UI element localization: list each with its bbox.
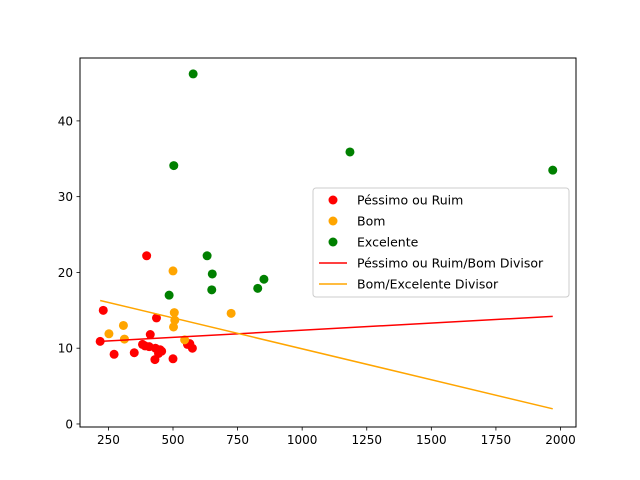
data-point (104, 329, 114, 339)
y-tick-label: 40 (58, 114, 73, 128)
x-tick-label: 2000 (545, 433, 576, 447)
data-point (169, 308, 179, 318)
x-tick-label: 1000 (287, 433, 318, 447)
data-point (168, 354, 178, 364)
x-tick-label: 1250 (351, 433, 382, 447)
legend-marker (328, 195, 338, 205)
divisor-line (100, 315, 553, 343)
legend-box (312, 187, 570, 298)
legend-label: Péssimo ou Ruim (357, 193, 463, 208)
data-point (168, 266, 178, 276)
data-point (157, 346, 167, 356)
y-tick-label: 10 (58, 342, 73, 356)
data-point (345, 147, 355, 157)
data-point (119, 334, 129, 344)
data-point (548, 165, 558, 175)
y-tick-label: 20 (58, 266, 73, 280)
legend-label: Péssimo ou Ruim/Bom Divisor (357, 256, 544, 271)
legend-label: Bom (357, 214, 385, 229)
y-tick-label: 30 (58, 190, 73, 204)
y-axis: 0 10 20 30 40 (58, 114, 80, 431)
data-point (226, 308, 236, 318)
x-tick-label: 500 (162, 433, 185, 447)
data-point (145, 330, 155, 340)
divisor-line (99, 299, 553, 410)
data-point (207, 285, 217, 295)
plot-area (79, 57, 577, 428)
x-tick-label: 1750 (481, 433, 512, 447)
y-tick-label: 0 (65, 417, 73, 431)
legend-label: Excelente (357, 235, 419, 250)
data-point (98, 305, 108, 315)
data-point (187, 343, 197, 353)
data-point (151, 313, 161, 323)
x-tick-label: 250 (97, 433, 120, 447)
data-point (259, 274, 269, 284)
data-point (129, 348, 139, 358)
legend-marker (328, 216, 338, 226)
data-point (169, 322, 179, 332)
legend-label: Bom/Excelente Divisor (357, 277, 499, 292)
data-point (180, 335, 190, 345)
x-tick-label: 750 (226, 433, 249, 447)
legend: Péssimo ou Ruim Bom Excelente Péssimo ou Ru… (312, 187, 570, 298)
plot-frame (79, 57, 577, 428)
data-point (253, 283, 263, 293)
data-point (169, 161, 179, 171)
data-point (142, 251, 152, 261)
data-point (118, 320, 128, 330)
data-point (164, 290, 174, 300)
x-axis: 250 500 750 1000 1250 1500 1750 2000 (97, 427, 576, 447)
data-point (188, 69, 198, 79)
legend-marker (328, 237, 338, 247)
data-point (202, 251, 212, 261)
data-point (207, 269, 217, 279)
x-tick-label: 1500 (416, 433, 447, 447)
data-point (109, 349, 119, 359)
